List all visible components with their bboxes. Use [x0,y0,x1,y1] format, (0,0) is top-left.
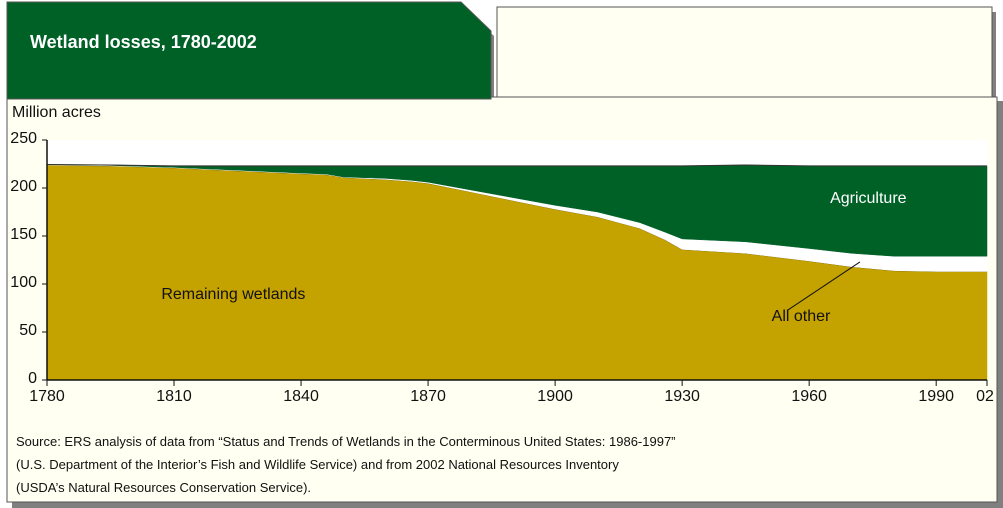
label-remaining-wetlands: Remaining wetlands [161,286,306,304]
y-tick-label: 150 [10,226,37,243]
source-line-3: (USDA’s Natural Resources Conservation S… [16,480,312,495]
x-tick-label: 1840 [283,388,319,405]
y-tick-label: 50 [19,322,37,339]
y-tick-label: 200 [10,178,37,195]
x-tick-label: 1930 [664,388,700,405]
source-note: Source: ERS analysis of data from “Statu… [16,430,976,499]
total-wetlands-line [46,164,987,167]
source-line-1: Source: ERS analysis of data from “Statu… [16,434,676,449]
x-tick-label: 1870 [410,388,446,405]
all-other-leader-line [787,261,861,311]
x-tick-label: 1960 [791,388,827,405]
label-agriculture: Agriculture [830,190,907,208]
x-tick-label: 1780 [29,388,65,405]
header-banner [6,1,492,100]
y-tick-label: 250 [10,130,37,147]
x-tick-label: 1900 [537,388,573,405]
chart-title: Wetland losses, 1780-2002 [30,32,257,52]
label-all-other: All other [771,307,831,325]
x-tick-label: 1810 [156,388,192,405]
x-tick-label: 02 [976,388,994,405]
y-tick-label: 0 [28,370,37,387]
title-card [496,6,993,100]
y-tick-label: 100 [10,274,37,291]
source-line-2: (U.S. Department of the Interior’s Fish … [16,457,619,472]
x-tick-label: 1990 [918,388,954,405]
y-axis-label: Million acres [12,104,101,121]
